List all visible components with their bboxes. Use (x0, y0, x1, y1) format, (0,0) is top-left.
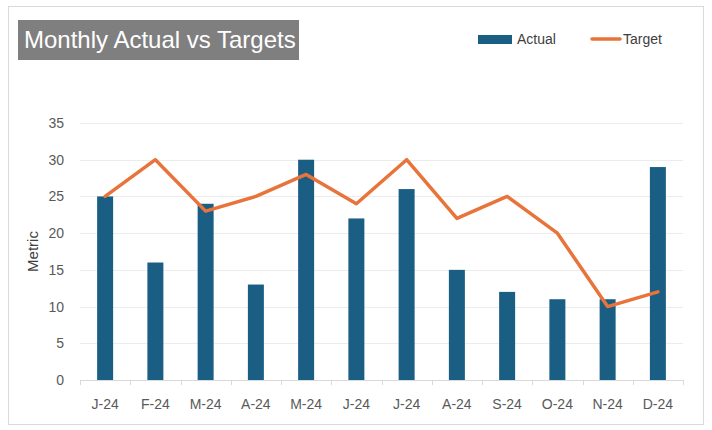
grid-line (80, 343, 683, 344)
x-tick (633, 380, 634, 385)
bar (348, 218, 364, 380)
title-box (18, 20, 299, 60)
x-tick-label: S-24 (492, 396, 522, 412)
y-tick-label: 5 (56, 335, 64, 351)
x-tick (130, 380, 131, 385)
bar (298, 160, 314, 380)
x-tick-label: F-24 (141, 396, 170, 412)
x-tick-label: N-24 (592, 396, 623, 412)
grid-line (80, 233, 683, 234)
x-axis-line (80, 380, 683, 381)
y-tick-label: 0 (56, 372, 64, 388)
bar (650, 167, 666, 380)
y-tick-label: 20 (48, 225, 64, 241)
bar (399, 189, 415, 380)
grid-line (80, 123, 683, 124)
x-tick-label: M-24 (190, 396, 222, 412)
bar (147, 263, 163, 380)
x-tick-label: O-24 (542, 396, 573, 412)
x-tick (432, 380, 433, 385)
legend-label: Target (623, 31, 662, 47)
x-tick-label: D-24 (643, 396, 674, 412)
y-tick-label: 35 (48, 115, 64, 131)
title: Monthly Actual vs Targets (24, 26, 296, 53)
line (105, 160, 658, 307)
x-tick (281, 380, 282, 385)
x-tick-label: J-24 (343, 396, 370, 412)
x-tick-label: J-24 (92, 396, 119, 412)
legend: Actual Target (478, 31, 662, 47)
legend-swatch (592, 37, 620, 41)
y-tick-label: 25 (48, 188, 64, 204)
x-tick (583, 380, 584, 385)
x-tick (683, 380, 684, 385)
x-tick-label: J-24 (393, 396, 420, 412)
y-tick-label: 30 (48, 152, 64, 168)
legend-label: Actual (517, 31, 556, 47)
x-tick (482, 380, 483, 385)
x-tick (231, 380, 232, 385)
plot-area (97, 160, 666, 380)
x-tick-label: M-24 (290, 396, 322, 412)
bar (449, 270, 465, 380)
grid-line (80, 270, 683, 271)
bar (248, 285, 264, 380)
bar (600, 299, 616, 380)
grid-line (80, 160, 683, 161)
bar (198, 204, 214, 380)
x-tick (382, 380, 383, 385)
y-tick-label: 15 (48, 262, 64, 278)
x-tick (331, 380, 332, 385)
x-tick-label: A-24 (442, 396, 472, 412)
x-tick (80, 380, 81, 385)
bar (549, 299, 565, 380)
chart-border (9, 7, 704, 425)
title-group: Monthly Actual vs Targets (18, 20, 299, 60)
y-tick-label: 10 (48, 299, 64, 315)
x-tick (181, 380, 182, 385)
legend-swatch (478, 35, 512, 44)
bar (499, 292, 515, 380)
y-axis-label: Metric (24, 231, 41, 272)
x-tick-label: A-24 (241, 396, 271, 412)
x-tick (532, 380, 533, 385)
grid-line (80, 196, 683, 197)
grid-line (80, 307, 683, 308)
chart: Monthly Actual vs Targets 0 5 10 15 20 25 30 35 M… (0, 0, 712, 430)
bar (97, 196, 113, 380)
